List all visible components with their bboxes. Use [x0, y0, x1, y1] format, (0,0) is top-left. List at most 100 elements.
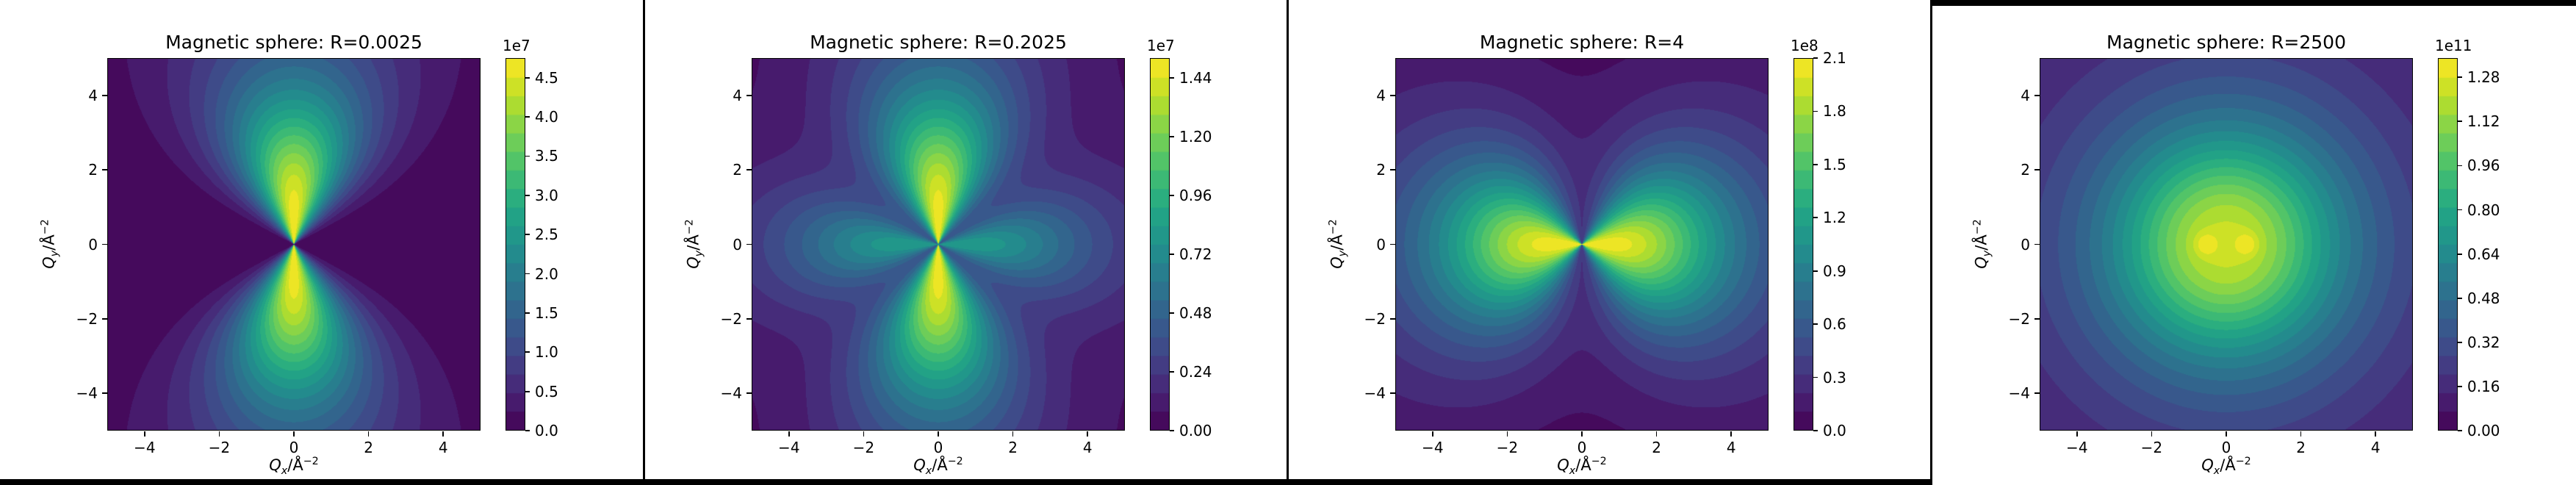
y-axis-symbol: Q — [684, 256, 702, 269]
y-tick-label: −2 — [1364, 309, 1386, 328]
colorbar-tick-mark — [2458, 76, 2462, 79]
y-tick-mark — [2034, 318, 2040, 320]
colorbar — [506, 58, 525, 431]
y-axis-exponent: −2 — [39, 219, 51, 235]
y-axis-unit: /Å — [1972, 234, 1990, 251]
contour-canvas — [1396, 59, 1768, 430]
colorbar-tick-mark — [1170, 76, 1174, 79]
y-tick-mark — [1390, 169, 1395, 170]
colorbar-tick-label: 0.64 — [2467, 245, 2500, 263]
x-tick-mark — [1506, 431, 1508, 436]
x-tick-mark — [1431, 431, 1433, 436]
colorbar-tick-mark — [525, 273, 530, 275]
colorbar-tick-label: 1.2 — [1823, 209, 1846, 227]
colorbar-tick-label: 2.0 — [535, 265, 558, 283]
colorbar-tick-label: 4.0 — [535, 108, 558, 126]
colorbar-tick-mark — [1813, 430, 1818, 431]
y-axis-exponent: −2 — [1971, 219, 1984, 235]
colorbar-gradient — [506, 59, 525, 430]
colorbar-tick-label: 0.3 — [1823, 368, 1846, 387]
x-axis-exponent: −2 — [2235, 456, 2251, 467]
colorbar-tick-mark — [1170, 430, 1174, 431]
colorbar-tick-label: 2.5 — [535, 226, 558, 244]
y-axis-symbol: Q — [40, 256, 58, 269]
y-tick-label: 2 — [2021, 161, 2030, 179]
colorbar-tick-label: 0.16 — [2467, 377, 2500, 395]
plot-title: Magnetic sphere: R=0.2025 — [810, 32, 1067, 53]
y-tick-mark — [102, 392, 107, 395]
plot-area — [107, 58, 481, 431]
colorbar-tick-label: 0.0 — [1823, 422, 1846, 439]
y-axis-ticks: −4 −2 0 2 4 — [59, 58, 107, 431]
x-tick-label: −4 — [134, 439, 156, 456]
x-axis-unit: /Å — [932, 456, 948, 474]
y-axis-exponent: −2 — [1327, 219, 1339, 235]
colorbar-tick-label: 0.9 — [1823, 262, 1846, 280]
colorbar-tick-label: 0.6 — [1823, 315, 1846, 334]
colorbar-tick-mark — [1170, 371, 1174, 373]
colorbar-ticks: 0.00 0.16 0.32 0.48 0.64 0.80 0.96 1.12 1.28 — [2458, 58, 2509, 439]
plot-title: Magnetic sphere: R=4 — [1479, 32, 1685, 53]
x-tick-label: 0 — [1577, 439, 1587, 456]
colorbar-tick-mark — [2458, 253, 2462, 255]
x-tick-mark — [2226, 431, 2227, 436]
y-tick-label: −2 — [76, 309, 98, 328]
x-tick-label: −2 — [1496, 439, 1519, 456]
colorbar-tick-mark — [1170, 194, 1174, 196]
x-tick-mark — [367, 431, 370, 436]
colorbar-tick-label: 1.5 — [1823, 155, 1846, 173]
y-tick-mark — [2034, 392, 2040, 395]
x-tick-mark — [293, 431, 295, 436]
x-axis-unit: /Å — [287, 456, 303, 474]
colorbar-tick-mark — [525, 351, 530, 353]
colorbar-tick-label: 1.12 — [2467, 112, 2500, 131]
x-tick-mark — [1012, 431, 1014, 436]
panel-divider — [1930, 0, 1932, 485]
x-axis-ticks: −4 −2 0 2 4 — [752, 431, 1125, 460]
plot-title: Magnetic sphere: R=0.0025 — [165, 32, 422, 53]
colorbar-tick-mark — [2458, 165, 2462, 167]
colorbar-tick-mark — [525, 155, 530, 157]
colorbar-ticks: 0.0 0.5 1.0 1.5 2.0 2.5 3.0 3.5 4.0 4.5 — [525, 58, 577, 439]
x-axis-ticks: −4 −2 0 2 4 — [2040, 431, 2413, 460]
y-axis-ticks: −4 −2 0 2 4 — [703, 58, 752, 431]
colorbar-tick-mark — [525, 390, 530, 392]
y-axis-unit: /Å — [40, 234, 58, 251]
y-tick-label: 4 — [88, 86, 98, 104]
x-axis-subscript: x — [1569, 465, 1576, 478]
colorbar-gradient — [1794, 59, 1813, 430]
colorbar-tick-mark — [2458, 341, 2462, 343]
x-tick-label: −2 — [2140, 439, 2163, 456]
x-tick-mark — [1655, 431, 1658, 436]
y-tick-label: 0 — [2021, 235, 2030, 254]
x-tick-label: 0 — [2221, 439, 2231, 456]
colorbar-tick-label: 1.44 — [1179, 68, 1212, 87]
contour-canvas — [2040, 59, 2412, 430]
x-axis-subscript: x — [2213, 465, 2220, 478]
colorbar-tick-label: 0.00 — [2467, 422, 2500, 439]
x-axis-exponent: −2 — [1591, 456, 1607, 467]
x-tick-label: −4 — [2066, 439, 2088, 456]
colorbar-tick-mark — [525, 312, 530, 314]
y-tick-mark — [102, 243, 107, 245]
x-axis-ticks: −4 −2 0 2 4 — [1395, 431, 1769, 460]
colorbar — [1150, 58, 1170, 431]
colorbar-tick-label: 0.80 — [2467, 201, 2500, 219]
y-axis-label: Qy/Å−2 — [1327, 219, 1348, 268]
x-tick-mark — [2375, 431, 2377, 436]
colorbar-tick-mark — [2458, 121, 2462, 123]
y-tick-mark — [746, 318, 752, 320]
window-border-top — [1931, 0, 2576, 6]
colorbar-tick-mark — [525, 430, 530, 431]
x-axis-label: Qx/Å−2 — [107, 456, 481, 477]
y-tick-mark — [746, 94, 752, 96]
colorbar-tick-mark — [2458, 209, 2462, 211]
colorbar-tick-label: 1.5 — [535, 303, 558, 322]
x-tick-mark — [2151, 431, 2153, 436]
plot-area — [1395, 58, 1769, 431]
y-tick-mark — [746, 169, 752, 170]
colorbar-tick-label: 0.96 — [2467, 157, 2500, 175]
panel-divider — [1287, 0, 1289, 485]
y-axis-label: Qy/Å−2 — [683, 219, 705, 268]
x-tick-label: −2 — [208, 439, 231, 456]
